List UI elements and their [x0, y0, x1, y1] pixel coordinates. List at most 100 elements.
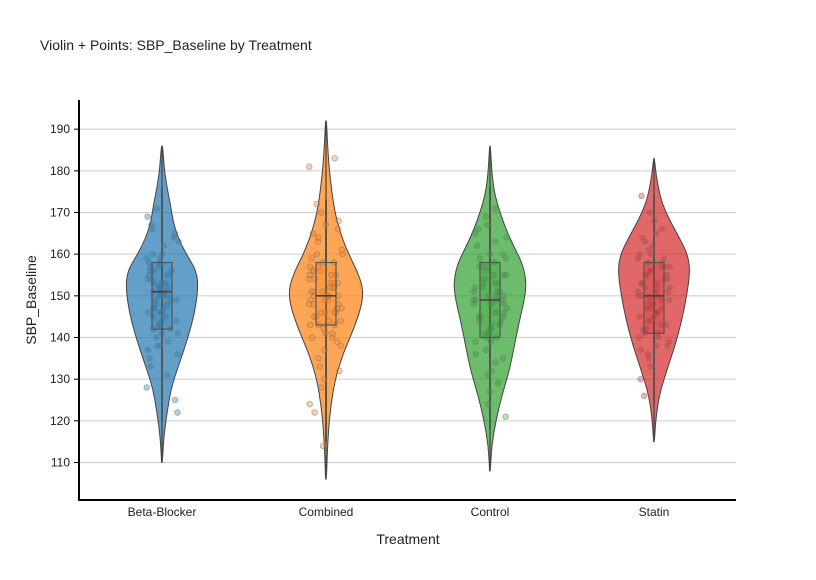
data-point [331, 155, 338, 162]
data-point [305, 300, 313, 308]
data-point [482, 213, 490, 220]
data-point [472, 350, 480, 358]
x-tick-label: Control [471, 505, 510, 519]
data-point [307, 321, 314, 329]
data-point [487, 300, 494, 308]
data-point [144, 213, 151, 220]
data-point [174, 409, 181, 416]
data-point [644, 350, 652, 358]
data-point [499, 355, 507, 362]
data-point [483, 221, 491, 229]
data-point [319, 288, 326, 295]
data-point [173, 296, 181, 304]
tick-labels: 110 120 130 140 150 160 170 180 190 Beta-Blocker C… [50, 122, 669, 519]
data-point [494, 380, 502, 387]
data-point [492, 238, 499, 245]
y-tick-label: 160 [50, 247, 70, 261]
data-point [149, 225, 156, 233]
data-point [637, 375, 644, 383]
axes [78, 100, 736, 501]
data-point [492, 292, 500, 300]
data-point [666, 296, 673, 304]
data-point [314, 234, 322, 241]
box-iqr [315, 261, 337, 326]
x-tick-label: Statin [639, 505, 670, 519]
data-point [310, 267, 318, 275]
data-point [306, 163, 313, 170]
data-point [470, 296, 477, 304]
data-point [486, 250, 494, 258]
data-point [653, 230, 660, 237]
data-point [309, 230, 316, 237]
data-point [482, 267, 489, 275]
data-point [328, 271, 335, 279]
data-point [492, 359, 499, 366]
data-point [666, 284, 673, 291]
data-point [143, 384, 150, 391]
data-point [317, 209, 325, 216]
data-point [666, 263, 674, 270]
data-point [158, 330, 166, 337]
data-point [311, 409, 318, 416]
data-point [476, 263, 483, 270]
data-point [171, 396, 179, 404]
data-point [315, 355, 322, 362]
data-point [157, 309, 164, 316]
data-point [174, 350, 181, 358]
y-tick-label: 140 [50, 331, 70, 345]
data-point [337, 342, 344, 350]
data-point [160, 242, 168, 250]
y-tick-label: 180 [50, 164, 70, 178]
data-point [321, 375, 328, 383]
data-point [306, 275, 313, 283]
y-tick-label: 170 [50, 206, 70, 220]
data-point [485, 275, 492, 283]
x-tick-label: Beta-Blocker [128, 505, 197, 519]
data-point [170, 234, 177, 241]
data-point [163, 292, 171, 300]
data-point [488, 367, 495, 375]
data-point [490, 271, 497, 279]
data-point [316, 363, 324, 370]
y-tick-label: 130 [50, 372, 70, 386]
data-point [483, 346, 490, 354]
data-point [321, 346, 328, 354]
data-point [153, 205, 161, 212]
data-point [164, 271, 172, 279]
data-point [636, 313, 644, 320]
data-point [175, 238, 182, 245]
data-point [155, 321, 163, 329]
data-point [322, 221, 329, 229]
data-point [503, 305, 510, 312]
box-iqr [643, 261, 665, 334]
data-point [649, 242, 656, 250]
x-axis-title: Treatment [376, 531, 439, 547]
y-tick-label: 190 [50, 122, 70, 136]
data-point [168, 296, 175, 304]
data-point [500, 271, 508, 279]
y-axis-title: SBP_Baseline [23, 255, 39, 345]
data-point [147, 363, 154, 370]
data-point [476, 255, 484, 262]
y-tick-label: 120 [50, 414, 70, 428]
box-iqr [151, 261, 173, 330]
data-point [484, 400, 492, 408]
data-point [322, 330, 329, 337]
data-point [651, 217, 658, 225]
data-point [640, 392, 648, 400]
data-point [491, 205, 499, 212]
data-point [484, 292, 492, 300]
data-point [502, 271, 510, 279]
data-point [502, 413, 509, 420]
data-point [308, 334, 316, 341]
data-point [317, 267, 324, 275]
data-point [325, 317, 333, 325]
y-tick-label: 110 [51, 456, 70, 470]
data-point [161, 313, 169, 320]
data-point [646, 209, 654, 216]
data-point [156, 342, 164, 350]
data-point [470, 288, 478, 295]
data-point [645, 300, 653, 308]
data-point [475, 225, 482, 233]
